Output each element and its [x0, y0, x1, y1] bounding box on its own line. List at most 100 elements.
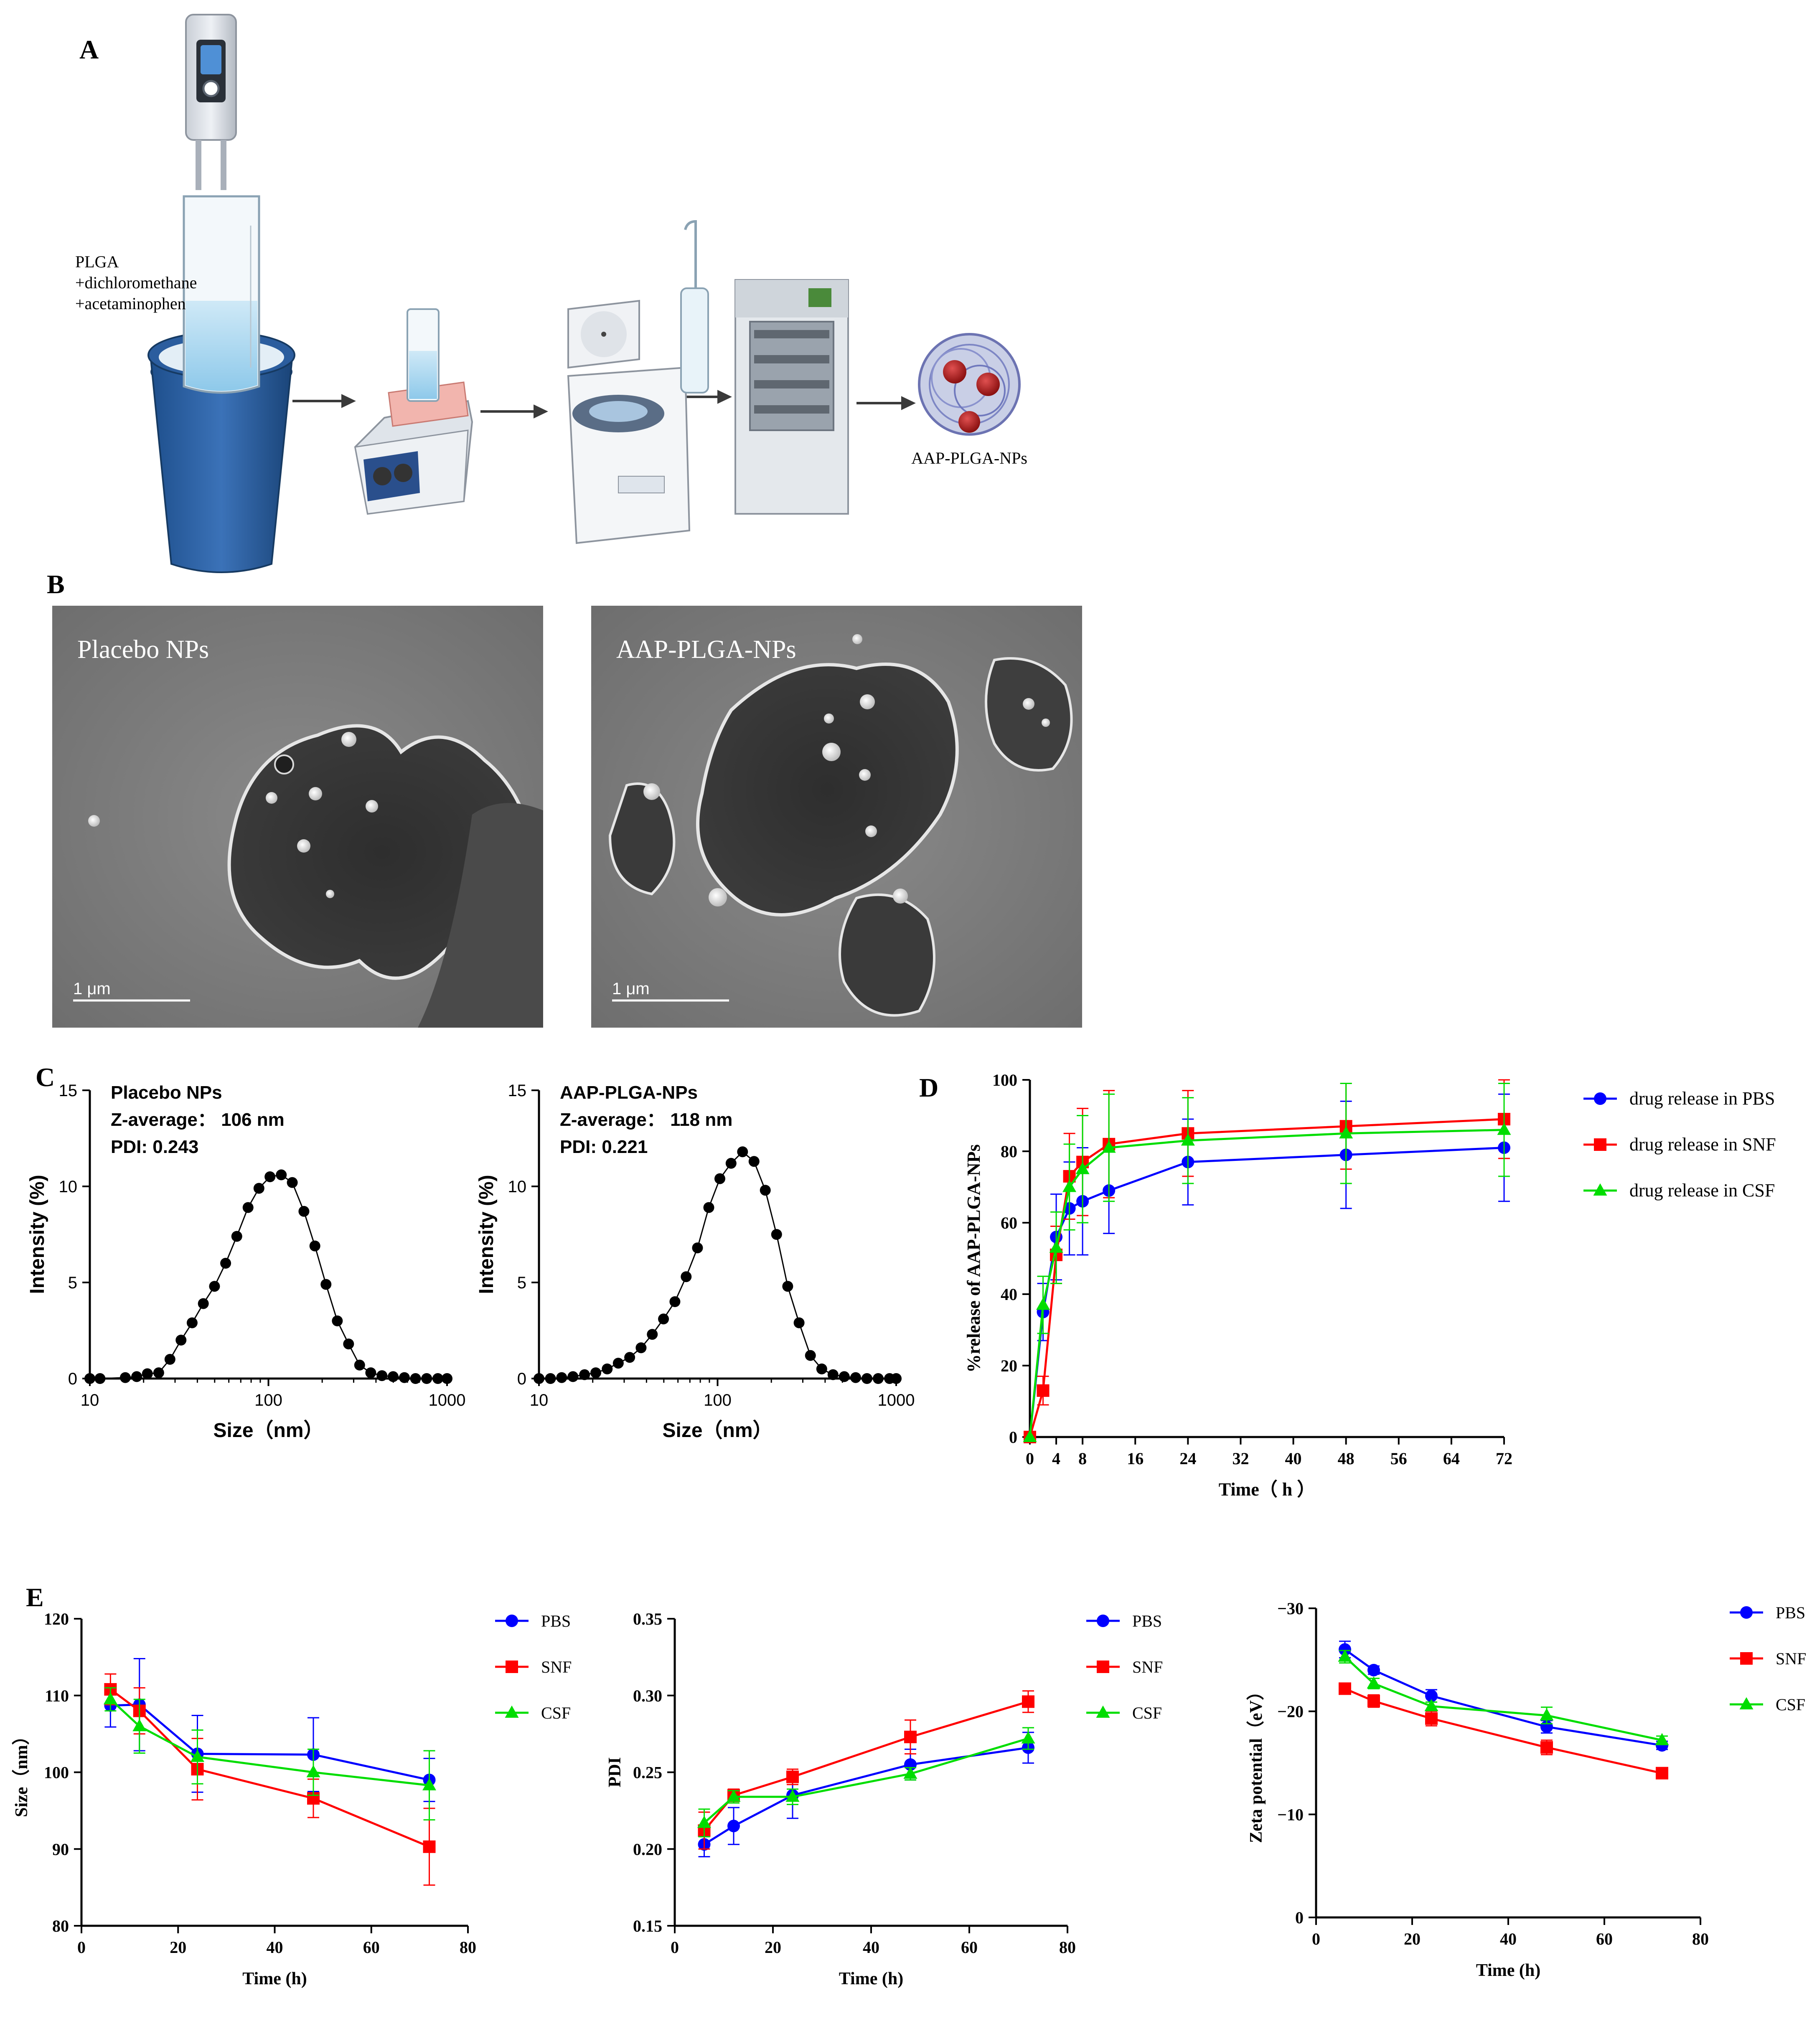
- data-point: [727, 1790, 741, 1802]
- x-axis-label: Time (h): [1476, 1961, 1540, 1980]
- y-tick-label: 5: [68, 1274, 77, 1292]
- data-point: [590, 1367, 601, 1379]
- series-pbs: [1339, 1640, 1668, 1752]
- panel-letter-a: A: [79, 35, 99, 64]
- data-point: [1075, 1162, 1090, 1174]
- y-tick-label: 15: [508, 1082, 527, 1100]
- data-point: [191, 1749, 204, 1762]
- data-point: [782, 1281, 793, 1292]
- magnetic-stirrer-icon: [354, 308, 473, 515]
- x-tick-label: 64: [1443, 1449, 1460, 1468]
- process-arrows: [292, 390, 916, 419]
- x-tick-label: 20: [170, 1938, 186, 1957]
- y-tick-label: 120: [44, 1610, 69, 1628]
- data-point: [1367, 1695, 1380, 1707]
- data-point: [658, 1313, 669, 1325]
- y-tick-label: 0.30: [633, 1686, 662, 1705]
- data-point: [1023, 1430, 1037, 1442]
- data-point: [354, 1359, 365, 1371]
- legend-label: PBS: [541, 1612, 571, 1630]
- data-point: [432, 1373, 443, 1384]
- panel-letter-b: B: [47, 569, 65, 599]
- chart-C-left: 10 100 1000 0 5 10 15 Size（nm） Intensity (%): [26, 1082, 465, 1442]
- y-tick-label: 15: [59, 1082, 78, 1100]
- legend-marker: [1740, 1652, 1753, 1665]
- data-point: [376, 1370, 388, 1381]
- series-line: [1029, 1118, 1504, 1437]
- legend-label: CSF: [541, 1704, 571, 1722]
- x-tick-label: 20: [765, 1938, 781, 1957]
- data-point: [635, 1342, 647, 1353]
- y-tick-label: 0: [68, 1370, 77, 1388]
- series-line: [1029, 1146, 1504, 1437]
- y-tick-label: 80: [52, 1917, 69, 1935]
- legend-label: drug release in SNF: [1629, 1134, 1776, 1155]
- y-axis-label: PDI: [605, 1757, 625, 1787]
- y-tick-label: 0.25: [633, 1763, 662, 1782]
- y-axis-label: Size（nm）: [12, 1727, 31, 1817]
- legend-label: CSF: [1776, 1695, 1805, 1714]
- x-tick-label: 20: [1404, 1930, 1421, 1948]
- x-tick-label: 72: [1496, 1449, 1512, 1468]
- y-tick-label: 10: [59, 1178, 78, 1196]
- legend-marker: [1096, 1705, 1110, 1718]
- legend-marker: [1594, 1138, 1606, 1151]
- sem-image-placebo: Placebo NPs 1 μm: [52, 606, 543, 1028]
- panel-letter-c: C: [36, 1062, 55, 1092]
- data-point: [1339, 1682, 1351, 1695]
- x-tick-label: 0: [77, 1938, 86, 1957]
- series-csf: [1338, 1649, 1669, 1745]
- data-point: [421, 1373, 432, 1384]
- x-tick-label: 40: [1500, 1930, 1517, 1948]
- data-point: [903, 1766, 917, 1779]
- y-tick-label: 0: [1009, 1428, 1017, 1447]
- y-tick-label: 0.15: [633, 1917, 662, 1935]
- x-tick-label: 16: [1127, 1449, 1144, 1468]
- data-point: [253, 1183, 264, 1194]
- data-point: [242, 1202, 254, 1213]
- data-point: [579, 1369, 590, 1380]
- data-point: [1656, 1767, 1668, 1780]
- legend-marker: [505, 1705, 519, 1718]
- data-point: [132, 1719, 147, 1732]
- data-point: [1655, 1733, 1669, 1745]
- legend-label: PBS: [1776, 1603, 1805, 1622]
- data-point: [1062, 1180, 1077, 1192]
- legend-marker: [506, 1661, 518, 1673]
- data-point: [567, 1371, 579, 1382]
- dls-annotation-aap: AAP-PLGA-NPs Z-average： 118 nm PDI: 0.22…: [560, 1082, 732, 1157]
- x-tick-label: 8: [1078, 1449, 1087, 1468]
- data-point: [703, 1202, 714, 1213]
- data-point: [793, 1317, 805, 1328]
- data-point: [1036, 1297, 1050, 1310]
- beaker-icon: [183, 195, 260, 394]
- series-distribution: [534, 1146, 902, 1384]
- centrifuge-icon: [567, 300, 691, 544]
- data-point: [1021, 1731, 1035, 1744]
- data-point: [1022, 1695, 1034, 1708]
- dls-annotation-placebo: Placebo NPs Z-average： 106 nm PDI: 0.243: [111, 1082, 285, 1157]
- data-point: [1497, 1122, 1511, 1135]
- data-point: [1540, 1741, 1553, 1754]
- x-tick-label: 10: [81, 1391, 99, 1409]
- data-point: [119, 1372, 131, 1383]
- chart-E-size: 0 20 40 60 80 80 90 100 110 120 Time (h) Size（nm） PB…: [12, 1610, 572, 1988]
- x-tick-label: 60: [961, 1938, 978, 1957]
- data-point: [142, 1368, 153, 1379]
- legend-marker: [1097, 1661, 1109, 1673]
- data-point: [423, 1840, 436, 1853]
- data-point: [264, 1171, 276, 1182]
- data-point: [175, 1335, 187, 1346]
- legend-marker: [1740, 1606, 1753, 1619]
- y-axis-label: Intensity (%): [475, 1175, 498, 1294]
- x-axis-label: Size（nm）: [662, 1419, 773, 1442]
- data-point: [298, 1206, 310, 1217]
- y-tick-label: 60: [1001, 1214, 1017, 1232]
- data-point: [1339, 1643, 1351, 1656]
- legend-label: PBS: [1132, 1612, 1162, 1630]
- legend: PBS SNF CSF: [495, 1612, 572, 1722]
- freeze-dryer-icon: [734, 279, 849, 515]
